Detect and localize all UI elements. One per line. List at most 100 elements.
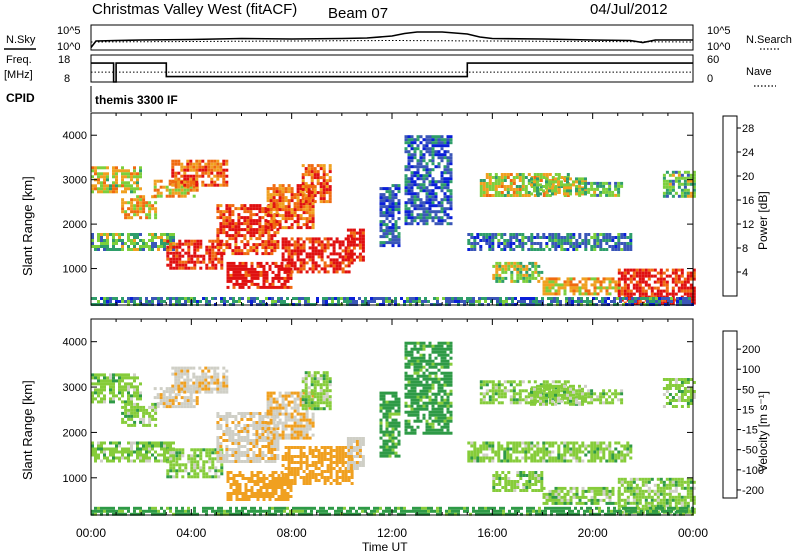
velocity-cell <box>293 424 297 428</box>
velocity-cell <box>189 396 193 400</box>
power-cell <box>431 183 435 187</box>
power-cell <box>575 286 579 290</box>
velocity-cell <box>130 400 133 404</box>
power-cell <box>482 233 486 236</box>
power-cell <box>517 300 520 303</box>
power-cell <box>446 195 450 199</box>
power-cell <box>413 138 417 142</box>
power-cell <box>470 236 474 239</box>
power-cell <box>446 198 450 202</box>
power-cell <box>605 248 609 251</box>
power-cell <box>626 268 630 272</box>
power-cell <box>323 270 327 274</box>
power-cell <box>317 255 321 259</box>
power-cell <box>186 188 190 192</box>
power-cell <box>275 205 279 209</box>
power-cell <box>307 300 310 303</box>
velocity-cell <box>308 464 312 467</box>
power-cell <box>154 236 157 239</box>
power-cell <box>225 183 229 187</box>
velocity-cell <box>258 433 262 436</box>
power-cell <box>183 168 187 172</box>
velocity-cell <box>313 401 317 405</box>
power-cell <box>431 201 435 205</box>
power-cell <box>299 252 303 256</box>
power-cell <box>287 270 291 274</box>
power-cell <box>139 187 142 191</box>
velocity-cell <box>277 495 281 498</box>
power-cell <box>243 246 247 250</box>
power-cell <box>186 162 190 166</box>
power-cell <box>302 264 306 268</box>
power-cell <box>532 297 535 300</box>
velocity-cell <box>262 483 266 486</box>
velocity-cell <box>314 464 318 467</box>
velocity-cell <box>275 433 279 437</box>
velocity-cell <box>265 486 269 489</box>
power-cell <box>407 153 411 157</box>
velocity-cell <box>186 372 190 376</box>
power-cell <box>310 185 314 189</box>
power-cell <box>323 246 327 250</box>
power-cell <box>593 245 597 248</box>
velocity-cell <box>264 415 268 418</box>
power-cell <box>304 188 308 192</box>
power-cell <box>213 162 217 166</box>
power-cell <box>106 178 109 182</box>
power-cell <box>106 242 109 245</box>
power-cell <box>187 239 191 243</box>
power-cell <box>407 156 411 160</box>
power-cell <box>503 239 507 242</box>
velocity-cell <box>299 412 303 416</box>
power-cell <box>268 264 272 268</box>
velocity-cell <box>91 400 94 404</box>
power-cell <box>332 264 336 268</box>
power-cell <box>689 283 693 287</box>
velocity-cell <box>229 492 233 495</box>
power-cell <box>437 210 441 214</box>
velocity-cell <box>210 366 214 370</box>
velocity-cell <box>311 412 315 416</box>
velocity-cell <box>202 469 206 473</box>
power-cell <box>671 179 675 183</box>
power-cell <box>198 174 202 178</box>
power-cell <box>127 213 131 217</box>
power-cell <box>488 233 492 236</box>
power-cell <box>317 270 321 274</box>
velocity-cell <box>208 460 212 464</box>
velocity-cell <box>281 400 285 404</box>
power-cell <box>572 248 576 251</box>
power-cell <box>593 236 597 239</box>
power-cell <box>479 179 483 182</box>
power-cell <box>539 236 543 239</box>
power-cell <box>266 187 270 191</box>
velocity-cell <box>266 427 270 431</box>
power-cell <box>255 243 259 247</box>
velocity-cell <box>246 418 250 421</box>
power-cell <box>157 297 160 300</box>
power-cell <box>154 233 157 236</box>
power-cell <box>280 285 284 289</box>
velocity-cell <box>269 397 273 401</box>
power-cell <box>400 297 403 300</box>
power-cell <box>100 184 103 188</box>
power-cell <box>422 168 426 172</box>
power-cell <box>133 297 136 300</box>
power-cell <box>259 270 263 274</box>
power-cell <box>253 300 256 303</box>
velocity-cell <box>216 427 220 430</box>
velocity-cell <box>277 480 281 483</box>
power-cell <box>280 261 284 265</box>
power-cell <box>308 252 312 256</box>
power-cell <box>545 188 549 191</box>
power-cell <box>416 222 420 226</box>
velocity-cell <box>258 412 262 415</box>
power-cell <box>326 243 330 247</box>
velocity-cell <box>240 445 244 448</box>
power-cell <box>419 213 423 217</box>
power-cell <box>596 280 600 284</box>
power-cell <box>623 242 627 245</box>
velocity-cell <box>244 483 248 486</box>
power-cell <box>214 297 217 300</box>
power-cell <box>178 297 181 300</box>
